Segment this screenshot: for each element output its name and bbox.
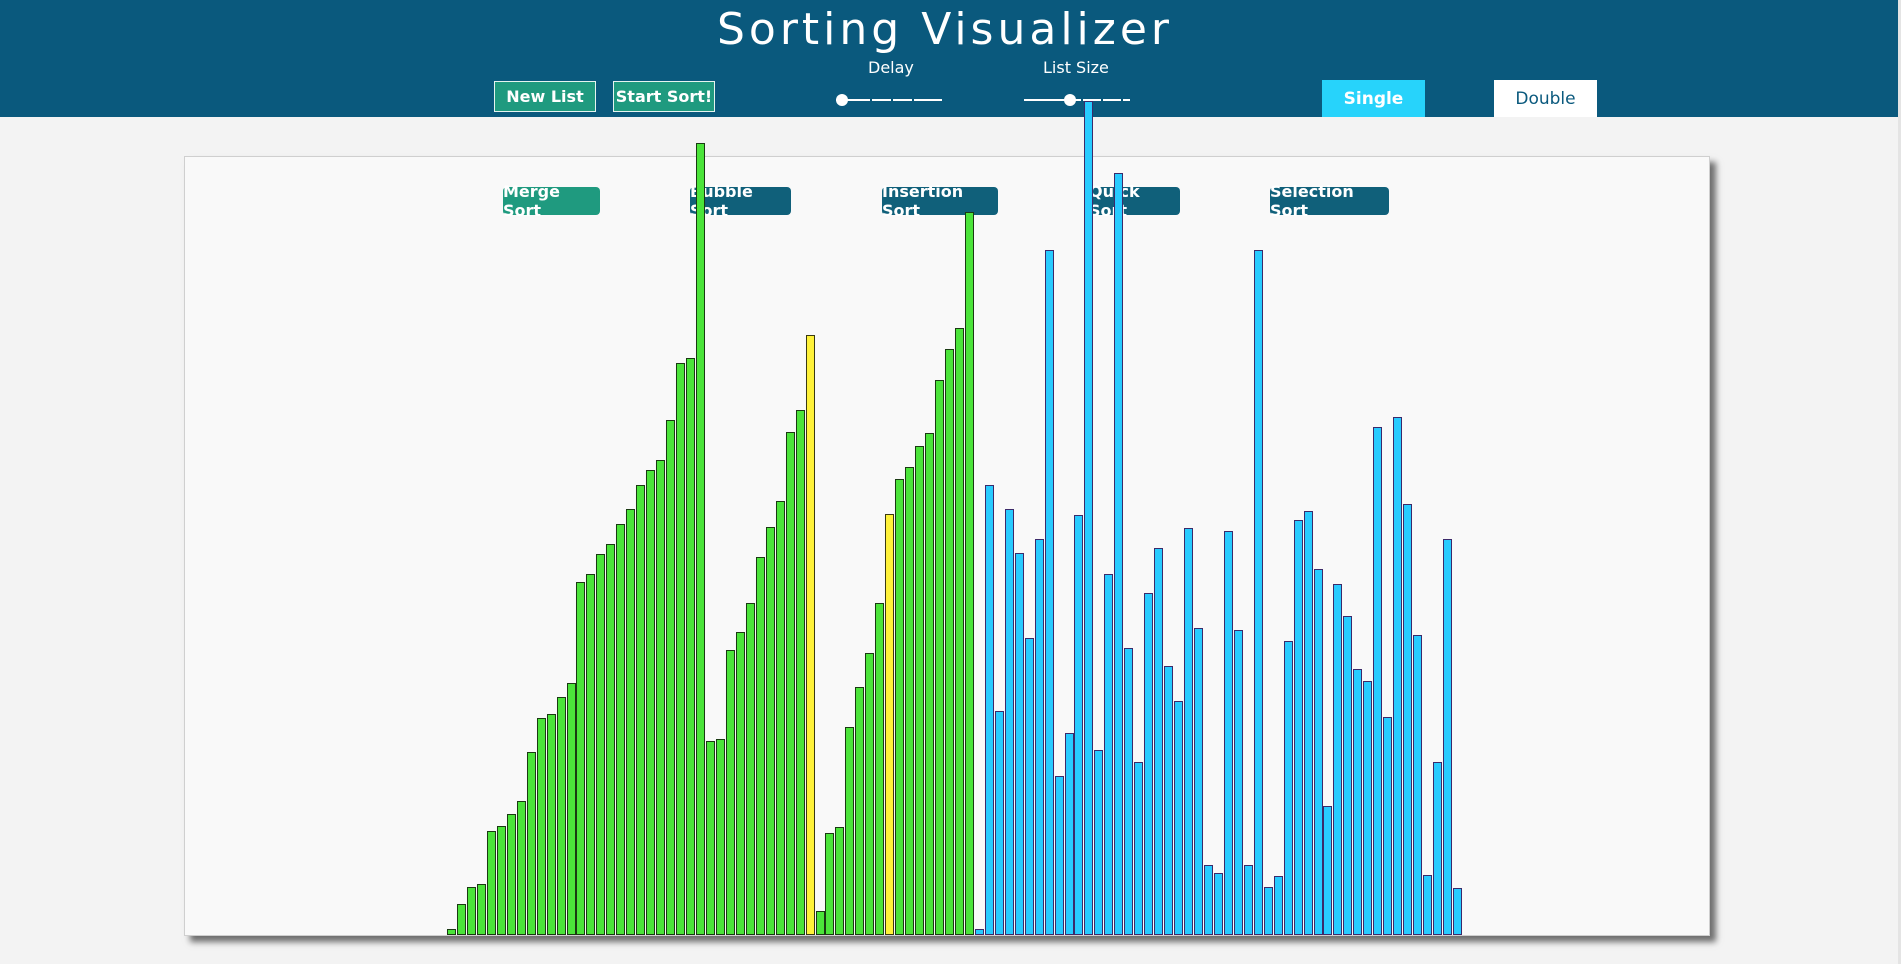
merge-sort-button[interactable]: Merge Sort — [503, 182, 600, 220]
mode-single-button[interactable]: Single — [1322, 80, 1425, 117]
delay-slider-thumb[interactable] — [836, 94, 848, 106]
list-size-slider-tick — [1081, 98, 1083, 102]
list-size-slider-track — [1024, 99, 1130, 101]
list-size-slider-tick — [1121, 98, 1123, 102]
page-scrollbar-track[interactable] — [1898, 0, 1901, 964]
delay-slider-tick — [912, 98, 914, 102]
selection-sort-button[interactable]: Selection Sort — [1270, 182, 1389, 220]
bubble-sort-button[interactable]: Bubble Sort — [690, 182, 791, 220]
delay-slider[interactable] — [836, 93, 942, 107]
delay-slider-track — [836, 99, 942, 101]
app-title: Sorting Visualizer — [716, 4, 1174, 55]
new-list-button[interactable]: New List — [494, 81, 596, 112]
start-sort-button[interactable]: Start Sort! — [613, 81, 715, 112]
mode-double-button[interactable]: Double — [1494, 80, 1597, 117]
visualizer-panel — [184, 156, 1710, 936]
list-size-slider-thumb[interactable] — [1064, 94, 1077, 106]
delay-slider-tick — [870, 98, 872, 102]
list-size-label: List Size — [1043, 58, 1109, 77]
list-size-slider-tick — [1101, 98, 1103, 102]
delay-slider-tick — [891, 98, 893, 102]
insertion-sort-button[interactable]: Insertion Sort — [882, 182, 998, 220]
quick-sort-button[interactable]: Quick Sort — [1089, 182, 1180, 220]
delay-label: Delay — [868, 58, 914, 77]
list-size-slider[interactable] — [1024, 93, 1130, 107]
